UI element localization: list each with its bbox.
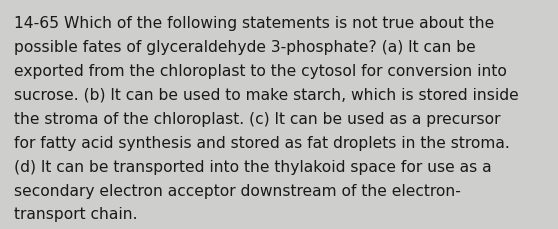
Text: transport chain.: transport chain. [14,207,137,221]
Text: 14-65 Which of the following statements is not true about the: 14-65 Which of the following statements … [14,16,494,31]
Text: secondary electron acceptor downstream of the electron-: secondary electron acceptor downstream o… [14,183,461,198]
Text: for fatty acid synthesis and stored as fat droplets in the stroma.: for fatty acid synthesis and stored as f… [14,135,509,150]
Text: possible fates of glyceraldehyde 3-phosphate? (a) It can be: possible fates of glyceraldehyde 3-phosp… [14,40,476,55]
Text: sucrose. (b) It can be used to make starch, which is stored inside: sucrose. (b) It can be used to make star… [14,87,519,102]
Text: the stroma of the chloroplast. (c) It can be used as a precursor: the stroma of the chloroplast. (c) It ca… [14,111,501,126]
Text: (d) It can be transported into the thylakoid space for use as a: (d) It can be transported into the thyla… [14,159,492,174]
Text: exported from the chloroplast to the cytosol for conversion into: exported from the chloroplast to the cyt… [14,64,507,79]
